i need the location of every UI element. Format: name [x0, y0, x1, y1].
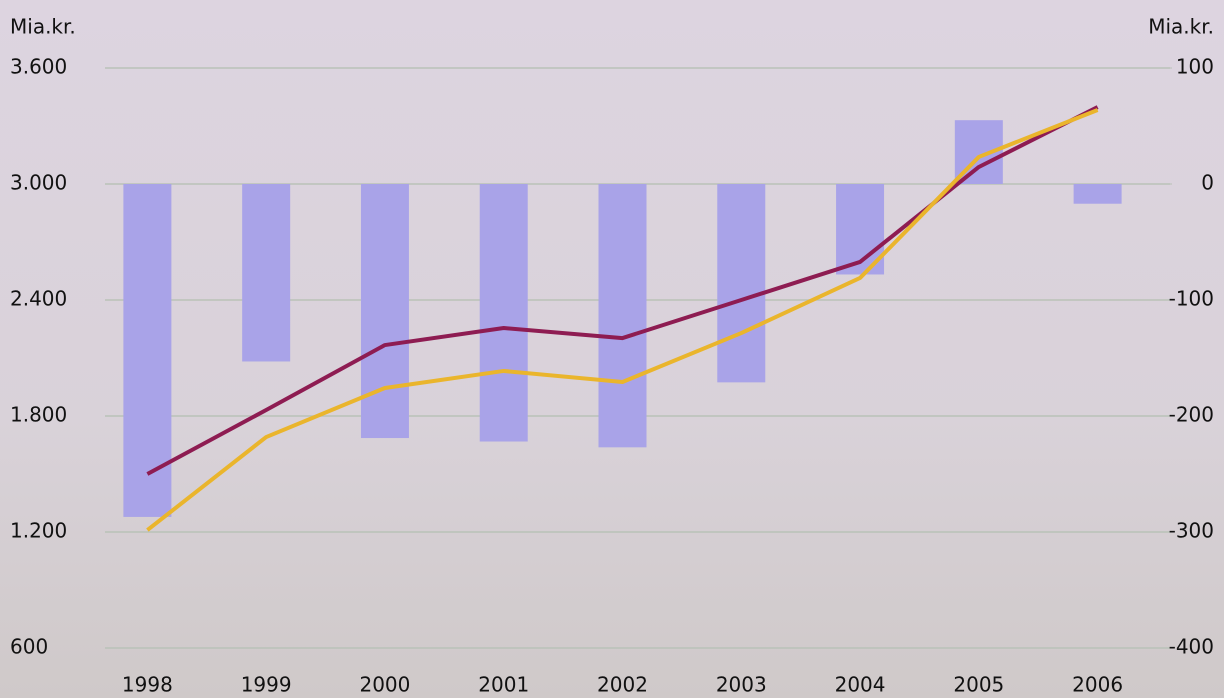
- y-tick-label: 600: [10, 635, 48, 659]
- y-tick-label: 2.400: [10, 287, 67, 311]
- bar: [479, 184, 528, 442]
- x-tick-label: 2004: [835, 673, 886, 697]
- bar: [123, 184, 172, 517]
- y-tick-label: 3.000: [10, 171, 67, 195]
- y-tick-label: 1.200: [10, 519, 67, 543]
- y-tick-label: 1.800: [10, 403, 67, 427]
- y2-tick-label: -400: [1169, 635, 1214, 659]
- bar: [360, 184, 409, 439]
- x-tick-label: 2003: [716, 673, 767, 697]
- x-tick-label: 2006: [1072, 673, 1123, 697]
- y2-axis-label: Mia.kr.: [1148, 15, 1214, 39]
- x-tick-label: 2000: [359, 673, 410, 697]
- y-axis-label: Mia.kr.: [10, 15, 76, 39]
- x-tick-label: 2002: [597, 673, 648, 697]
- x-tick-label: 1999: [241, 673, 292, 697]
- x-tick-label: 2001: [478, 673, 529, 697]
- bar: [598, 184, 647, 448]
- bar: [242, 184, 291, 362]
- y2-tick-label: -200: [1169, 403, 1214, 427]
- x-tick-label: 2005: [953, 673, 1004, 697]
- y2-tick-label: 100: [1176, 55, 1214, 79]
- y2-tick-label: -300: [1169, 519, 1214, 543]
- x-tick-label: 1998: [122, 673, 173, 697]
- y2-tick-label: 0: [1201, 171, 1214, 195]
- bar: [1073, 184, 1122, 204]
- y2-tick-label: -100: [1169, 287, 1214, 311]
- bar: [717, 184, 766, 383]
- line: [146, 108, 1099, 532]
- y-tick-label: 3.600: [10, 55, 67, 79]
